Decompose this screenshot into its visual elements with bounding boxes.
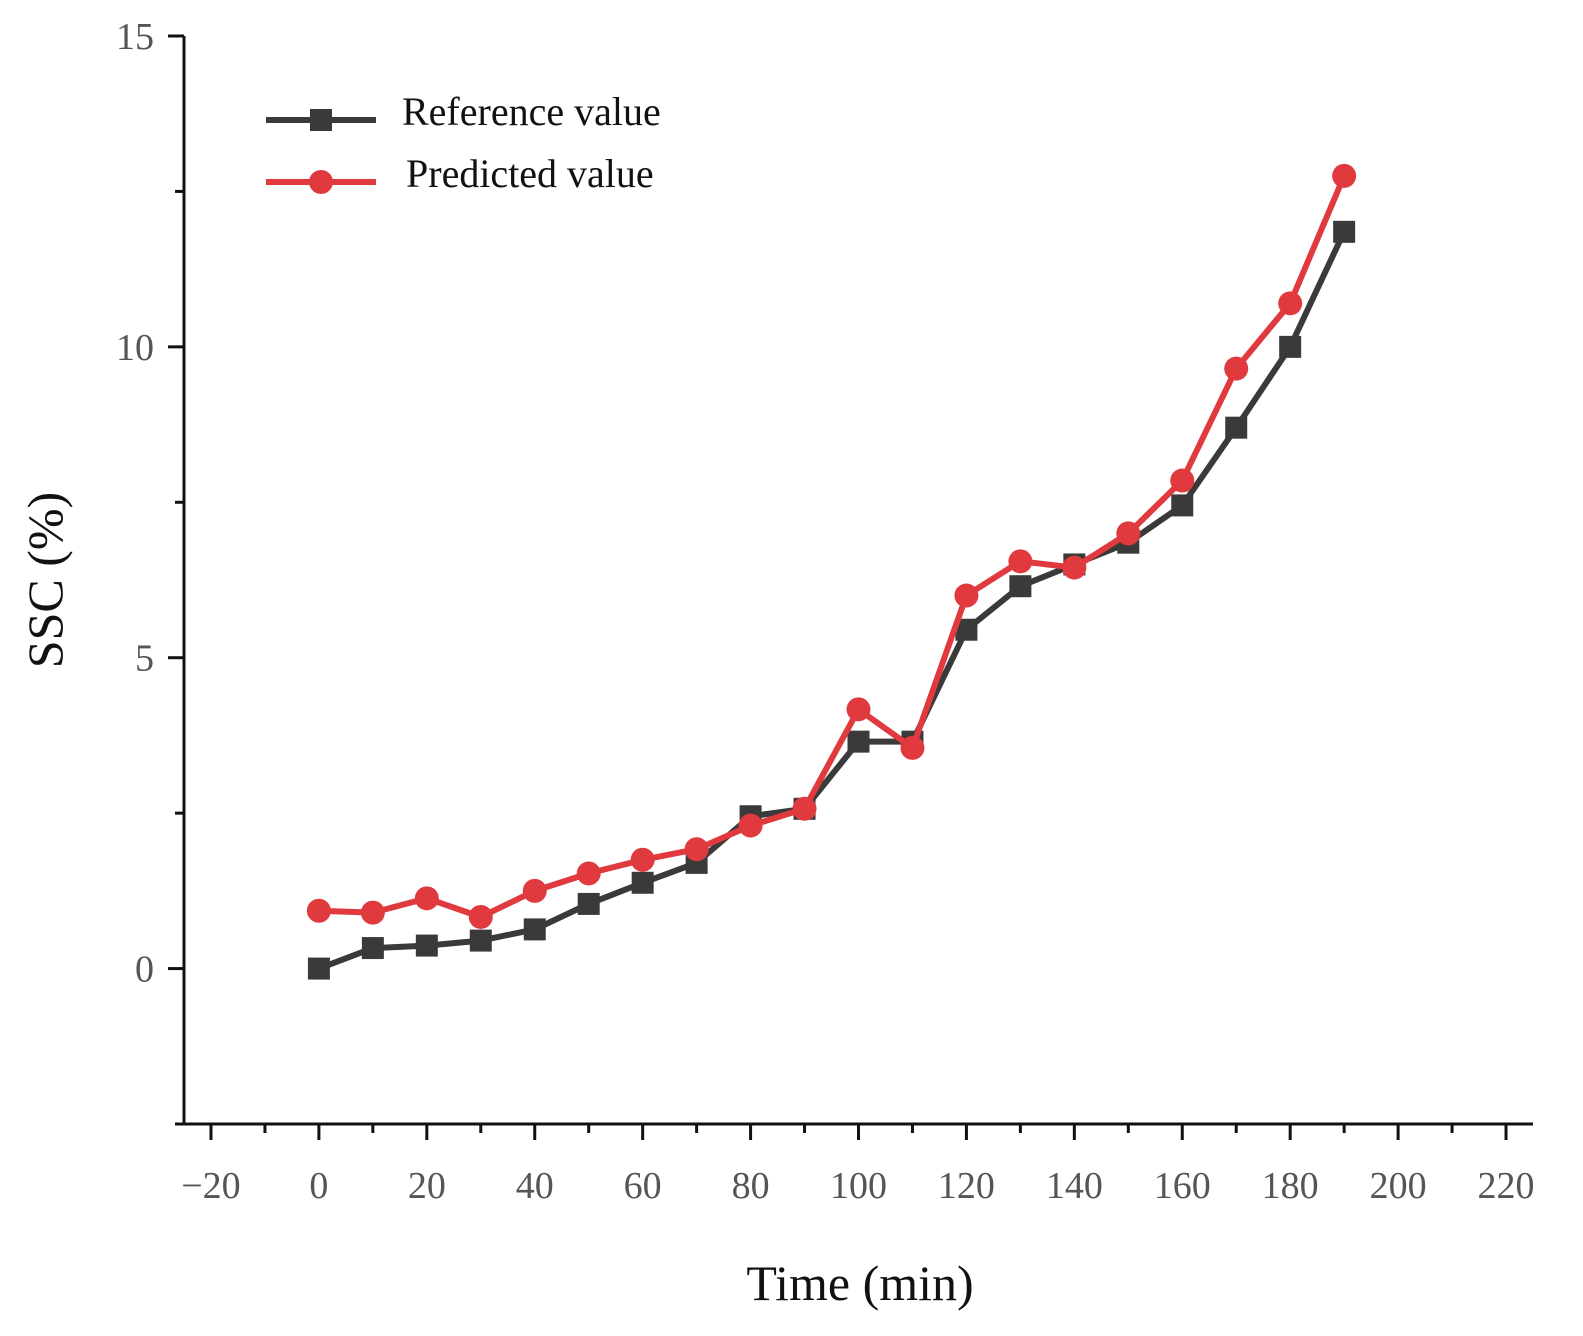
- series-line: [315, 172, 1348, 920]
- legend-label: Predicted value: [406, 151, 654, 196]
- axes: 0 5 10 15 −20 0 20 40 60 80 100 120 140 160 180 200 220: [116, 16, 1535, 1207]
- data-point-circle: [630, 847, 655, 872]
- y-tick-label: 10: [116, 327, 154, 369]
- legend-item: Predicted value: [266, 151, 654, 196]
- x-tick-label: 200: [1370, 1165, 1427, 1207]
- y-tick-label: 5: [135, 638, 154, 680]
- data-point-square: [631, 871, 654, 894]
- x-tick-label: 180: [1262, 1165, 1319, 1207]
- data-point-square: [415, 934, 438, 957]
- data-point-circle: [360, 900, 385, 925]
- x-tick-label: 0: [309, 1165, 328, 1207]
- legend-marker-square: [310, 109, 332, 131]
- data-point-square: [361, 937, 384, 960]
- data-point-circle: [1008, 549, 1033, 574]
- data-point-circle: [1332, 163, 1357, 188]
- legend: Reference value Predicted value: [266, 89, 661, 196]
- data-point-circle: [684, 837, 709, 862]
- data-point-circle: [1170, 468, 1195, 493]
- y-tick-label: 0: [135, 949, 154, 991]
- x-tick-label: 220: [1478, 1165, 1535, 1207]
- data-point-square: [955, 618, 978, 641]
- y-axis-title: SSC (%): [17, 492, 73, 668]
- legend-label: Reference value: [402, 89, 661, 134]
- data-point-square: [469, 929, 492, 952]
- data-point-square: [1171, 494, 1194, 517]
- series-reference: [307, 220, 1356, 980]
- data-point-circle: [1116, 521, 1141, 546]
- data-point-circle: [846, 697, 871, 722]
- x-tick-label: 120: [938, 1165, 995, 1207]
- data-point-square: [1225, 416, 1248, 439]
- data-point-square: [1009, 575, 1032, 598]
- data-point-square: [577, 892, 600, 915]
- data-point-circle: [522, 878, 547, 903]
- data-point-circle: [1278, 291, 1303, 316]
- x-tick-label: 60: [624, 1165, 662, 1207]
- x-ticks: −20 0 20 40 60 80 100 120 140 160 180 200 220: [181, 1124, 1535, 1207]
- x-tick-label: 140: [1046, 1165, 1103, 1207]
- data-point-circle: [1224, 356, 1249, 381]
- legend-marker-circle: [309, 170, 333, 194]
- legend-item: Reference value: [266, 89, 661, 134]
- x-tick-label: 20: [408, 1165, 446, 1207]
- data-point-circle: [468, 904, 493, 929]
- y-tick-label: 15: [116, 16, 154, 58]
- data-point-circle: [1062, 555, 1087, 580]
- x-axis-title: Time (min): [746, 1255, 973, 1311]
- data-point-circle: [954, 583, 979, 608]
- data-point-square: [523, 918, 546, 941]
- series-line: [315, 228, 1348, 972]
- data-point-square: [307, 957, 330, 980]
- x-tick-label: −20: [181, 1165, 240, 1207]
- y-ticks: 0 5 10 15: [116, 16, 184, 1126]
- data-point-circle: [792, 796, 817, 821]
- x-tick-label: 100: [830, 1165, 887, 1207]
- data-point-circle: [414, 886, 439, 911]
- data-point-square: [1333, 220, 1356, 243]
- data-point-square: [1279, 335, 1302, 358]
- data-point-circle: [738, 813, 763, 838]
- data-point-circle: [576, 861, 601, 886]
- x-tick-label: 160: [1154, 1165, 1211, 1207]
- x-tick-label: 80: [732, 1165, 770, 1207]
- data-point-circle: [900, 735, 925, 760]
- data-point-square: [847, 730, 870, 753]
- series-predicted: [306, 163, 1357, 929]
- x-tick-label: 40: [516, 1165, 554, 1207]
- series-layer: [306, 163, 1357, 980]
- data-point-circle: [306, 898, 331, 923]
